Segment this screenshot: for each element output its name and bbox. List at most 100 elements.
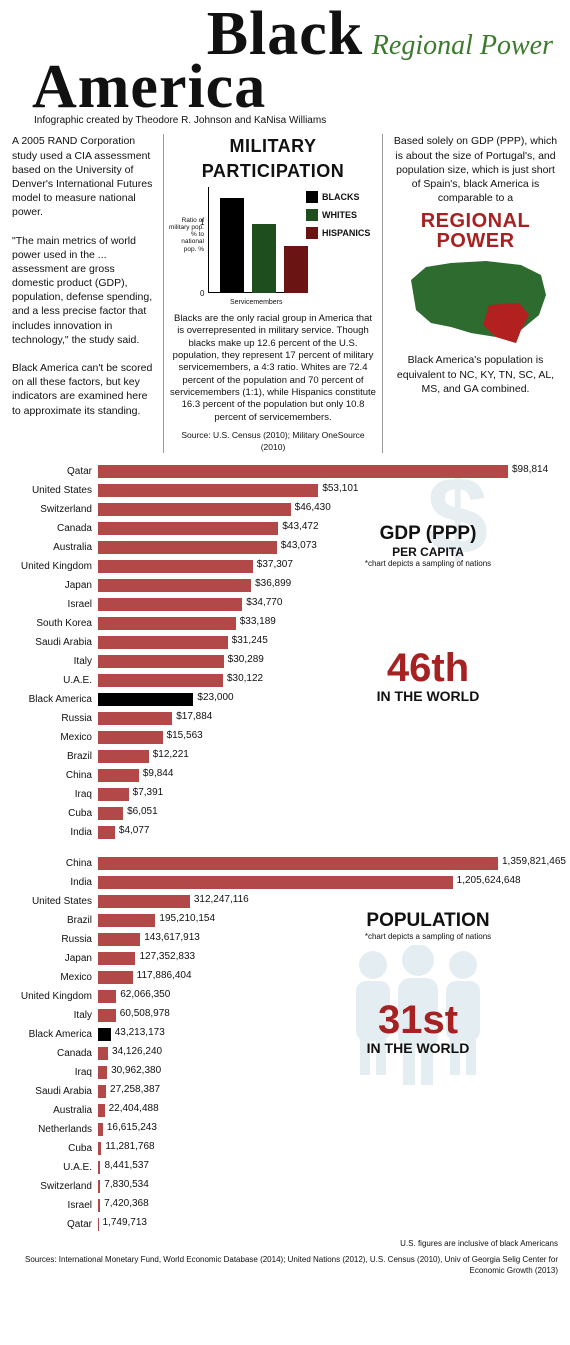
hbar-label: Switzerland bbox=[12, 1181, 98, 1192]
gdp-chart: $ GDP (PPP) PER CAPITA *chart depicts a … bbox=[12, 463, 558, 841]
hbar-bar bbox=[98, 598, 242, 611]
hbar-value: 127,352,833 bbox=[139, 951, 195, 962]
hbar-track: 22,404,488 bbox=[98, 1104, 558, 1117]
hbar-track: $43,073 bbox=[98, 541, 558, 554]
hbar-row: South Korea$33,189 bbox=[12, 615, 558, 632]
hbar-value: $34,770 bbox=[246, 597, 282, 608]
hbar-label: Black America bbox=[12, 694, 98, 705]
hbar-row: Switzerland $46,430 bbox=[12, 501, 558, 518]
hbar-label: Canada bbox=[12, 523, 98, 534]
hbar-value: $7,391 bbox=[133, 787, 164, 798]
hbar-label: Italy bbox=[12, 1010, 98, 1021]
hbar-row: Qatar1,749,713 bbox=[12, 1216, 558, 1233]
hbar-bar bbox=[98, 465, 508, 478]
legend-label: BLACKS bbox=[322, 191, 360, 203]
hbar-track: 312,247,116 bbox=[98, 895, 558, 908]
hbar-label: Australia bbox=[12, 542, 98, 553]
hbar-bar bbox=[98, 1085, 106, 1098]
hbar-value: $15,563 bbox=[167, 730, 203, 741]
hbar-bar bbox=[98, 522, 278, 535]
hbar-track: $36,899 bbox=[98, 579, 558, 592]
hbar-row: Saudi Arabia$31,245 bbox=[12, 634, 558, 651]
hbar-track: 34,126,240 bbox=[98, 1047, 558, 1060]
hbar-value: 143,617,913 bbox=[144, 932, 200, 943]
military-tick: 1 bbox=[200, 218, 204, 229]
population-chart: POPULATION *chart depicts a sampling of … bbox=[12, 855, 558, 1233]
hbar-track: 195,210,154 bbox=[98, 914, 558, 927]
hbar-track: 16,615,243 bbox=[98, 1123, 558, 1136]
hbar-bar bbox=[98, 1104, 105, 1117]
hbar-label: India bbox=[12, 877, 98, 888]
hbar-row: Italy$30,289 bbox=[12, 653, 558, 670]
hbar-value: 16,615,243 bbox=[107, 1122, 157, 1133]
hbar-track: $53,101 bbox=[98, 484, 558, 497]
hbar-label: Black America bbox=[12, 1029, 98, 1040]
hbar-label: Cuba bbox=[12, 1143, 98, 1154]
hbar-value: $12,221 bbox=[153, 749, 189, 760]
hbar-bar bbox=[98, 876, 453, 889]
hbar-row: Japan$36,899 bbox=[12, 577, 558, 594]
legend-row: BLACKS bbox=[306, 191, 376, 203]
hbar-value: $46,430 bbox=[295, 502, 331, 513]
hbar-track: $23,000 bbox=[98, 693, 558, 706]
hbar-value: 22,404,488 bbox=[109, 1103, 159, 1114]
hbar-row: United Kingdom$37,307 bbox=[12, 558, 558, 575]
hbar-bar bbox=[98, 1142, 101, 1155]
hbar-label: U.A.E. bbox=[12, 1162, 98, 1173]
hbar-track: 1,359,821,465 bbox=[98, 857, 558, 870]
footnote-1: U.S. figures are inclusive of black Amer… bbox=[12, 1239, 558, 1249]
hbar-track: $31,245 bbox=[98, 636, 558, 649]
hbar-track: $30,122 bbox=[98, 674, 558, 687]
hbar-row: Russia$17,884 bbox=[12, 710, 558, 727]
hbar-label: Mexico bbox=[12, 732, 98, 743]
hbar-track: 62,066,350 bbox=[98, 990, 558, 1003]
hbar-row: China1,359,821,465 bbox=[12, 855, 558, 872]
hbar-label: Switzerland bbox=[12, 504, 98, 515]
military-bar bbox=[252, 224, 276, 293]
hbar-bar bbox=[98, 1123, 103, 1136]
hbar-row: Brazil$12,221 bbox=[12, 748, 558, 765]
hbar-label: U.A.E. bbox=[12, 675, 98, 686]
hbar-row: Iraq$7,391 bbox=[12, 786, 558, 803]
hbar-value: $37,307 bbox=[257, 559, 293, 570]
hbar-row: United States312,247,116 bbox=[12, 893, 558, 910]
us-map-icon bbox=[393, 255, 558, 349]
hbar-bar bbox=[98, 1009, 116, 1022]
hbar-value: $53,101 bbox=[322, 483, 358, 494]
hbar-label: Canada bbox=[12, 1048, 98, 1059]
hbar-value: 117,886,404 bbox=[137, 970, 192, 981]
hbar-bar bbox=[98, 788, 129, 801]
hbar-value: 60,508,978 bbox=[120, 1008, 170, 1019]
hbar-track: 60,508,978 bbox=[98, 1009, 558, 1022]
hbar-row: United Kingdom62,066,350 bbox=[12, 988, 558, 1005]
hbar-value: $98,814 bbox=[512, 464, 548, 475]
hbar-track: $37,307 bbox=[98, 560, 558, 573]
hbar-track: $98,814 bbox=[98, 465, 558, 478]
hbar-track: $33,189 bbox=[98, 617, 558, 630]
hbar-row: Canada34,126,240 bbox=[12, 1045, 558, 1062]
hbar-track: 8,441,537 bbox=[98, 1161, 558, 1174]
military-title: MILITARY PARTICIPATION bbox=[170, 134, 376, 183]
hbar-label: United States bbox=[12, 896, 98, 907]
hbar-label: United Kingdom bbox=[12, 991, 98, 1002]
hbar-label: Australia bbox=[12, 1105, 98, 1116]
hbar-label: Israel bbox=[12, 1200, 98, 1211]
hbar-label: China bbox=[12, 770, 98, 781]
hbar-track: $12,221 bbox=[98, 750, 558, 763]
hbar-value: 11,281,768 bbox=[105, 1141, 154, 1152]
hbar-bar bbox=[98, 933, 140, 946]
hbar-track: $7,391 bbox=[98, 788, 558, 801]
intro-p2: "The main metrics of world power used in… bbox=[12, 234, 153, 347]
military-bar bbox=[220, 198, 244, 293]
hbar-bar bbox=[98, 674, 223, 687]
hbar-value: $43,472 bbox=[282, 521, 318, 532]
hbar-row: Cuba$6,051 bbox=[12, 805, 558, 822]
hbar-row: United States$53,101 bbox=[12, 482, 558, 499]
hbar-row: Black America43,213,173 bbox=[12, 1026, 558, 1043]
hbar-bar bbox=[98, 617, 236, 630]
hbar-row: India$4,077 bbox=[12, 824, 558, 841]
intro-p3: Black America can't be scored on all the… bbox=[12, 361, 153, 418]
hbar-value: 1,359,821,465 bbox=[502, 856, 566, 867]
hbar-row: Iraq30,962,380 bbox=[12, 1064, 558, 1081]
legend-row: HISPANICS bbox=[306, 227, 376, 239]
